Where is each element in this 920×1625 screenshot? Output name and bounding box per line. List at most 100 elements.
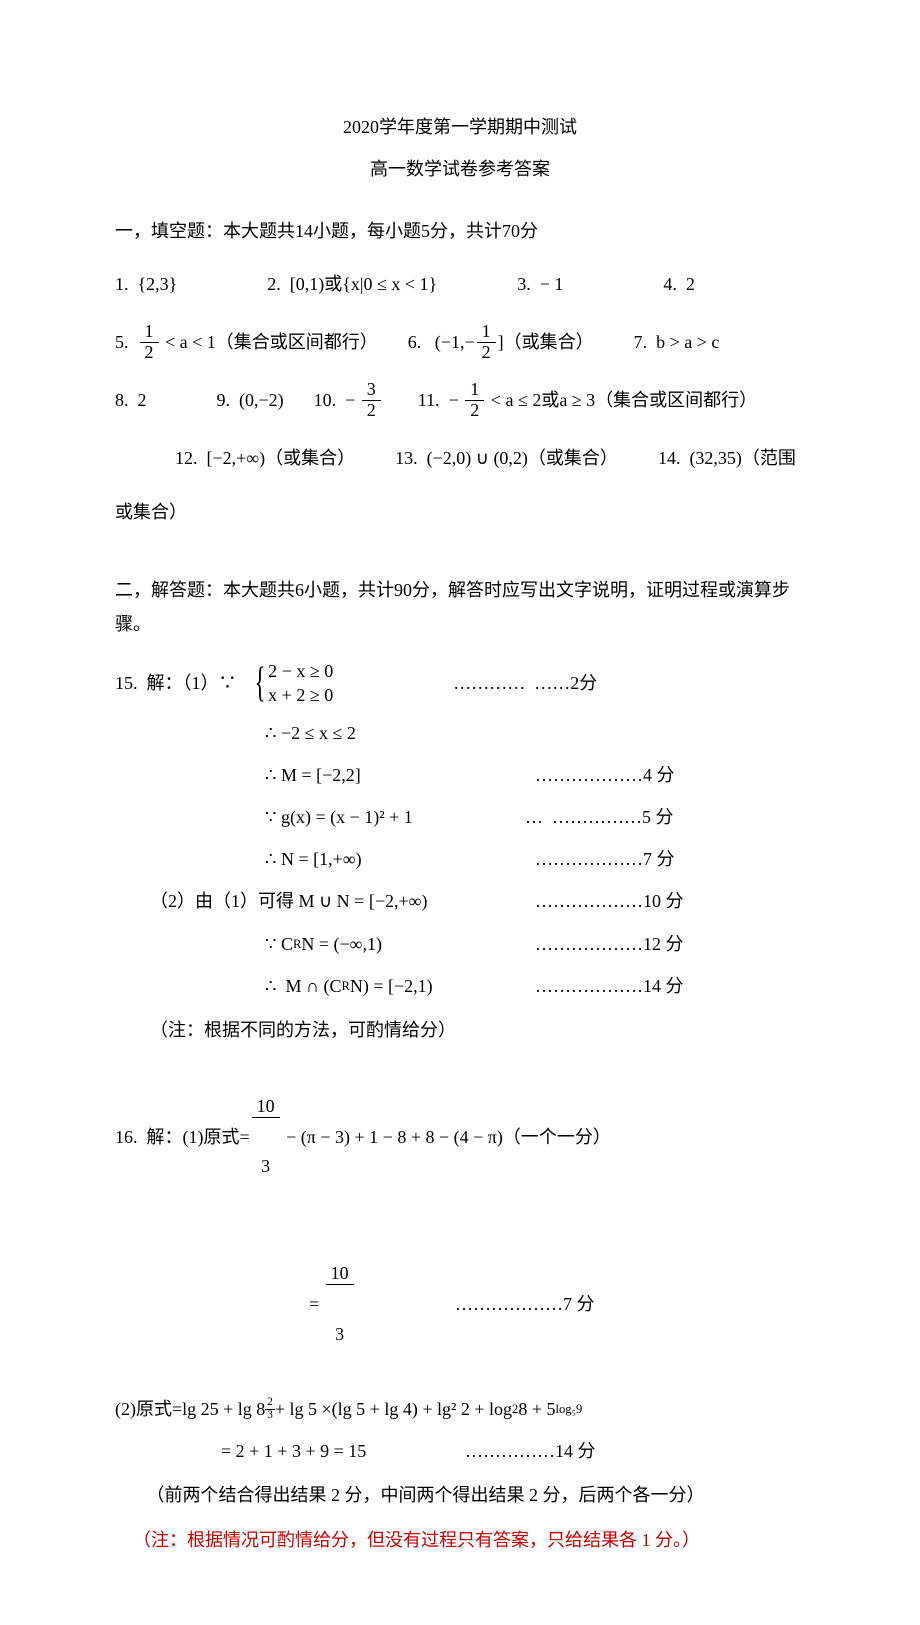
frac-half-icon: 1 2 <box>477 322 496 363</box>
frac-den: 2 <box>362 401 381 421</box>
a10-label: 10. <box>314 383 346 417</box>
a4-label: 4. <box>663 267 686 301</box>
q15-l1-pre: 15. 解：（1）∵ <box>115 666 250 700</box>
spacer <box>284 383 314 417</box>
spacer <box>147 383 217 417</box>
q15-l4-score: … ……………5 分 <box>525 800 674 834</box>
a14-value: (32,35) <box>689 441 742 475</box>
a2-label: 2. <box>267 267 290 301</box>
a11-note: （集合或区间都行） <box>595 383 757 417</box>
frac-num: 1 <box>465 380 484 401</box>
q15-l6-score: ………………10 分 <box>535 884 684 918</box>
q15-l4: ∵ g(x) = (x − 1)² + 1 <box>265 800 525 834</box>
q15-line1: 15. 解：（1）∵ { 2 − x ≥ 0 x + 2 ≥ 0 ………… ……… <box>115 659 805 708</box>
section1-heading: 一，填空题：本大题共14小题，每小题5分，共计70分 <box>115 214 805 248</box>
q15-line3: ∴ M = [−2,2] ………………4 分 <box>115 758 805 792</box>
a12-label: 12. <box>175 441 207 475</box>
answers-row-3: 8. 2 9. (0,−2) 10. − 3 2 11. − 1 2 < a ≤… <box>115 379 805 423</box>
q15-l3: ∴ M = [−2,2] <box>265 758 535 792</box>
frac-den: 3 <box>326 1325 354 1345</box>
frac-three-half-icon: 3 2 <box>362 380 381 421</box>
q15-case2: x + 2 ≥ 0 <box>268 683 333 707</box>
exp-num: 2 <box>265 1397 275 1409</box>
a11-label: 11. <box>418 383 449 417</box>
a14-label: 14. <box>658 441 690 475</box>
a1-label: 1. <box>115 267 138 301</box>
a5-mid: < a < 1 <box>161 325 216 359</box>
spacer <box>378 325 408 359</box>
q15-l5-score: ………………7 分 <box>535 842 675 876</box>
q15-line7: ∵ CRN = (−∞,1) ………………12 分 <box>115 927 805 961</box>
q15-l7-pre: ∵ C <box>265 927 293 961</box>
q16-l1-note: （一个一分） <box>503 1120 611 1154</box>
q15-l2: ∴ −2 ≤ x ≤ 2 <box>265 716 356 750</box>
answers-row-4: 12. [−2,+∞) （或集合） 13. (−2,0) ∪ (0,2) （或集… <box>115 437 805 481</box>
cases-brace-icon: { 2 − x ≥ 0 x + 2 ≥ 0 <box>250 659 333 708</box>
q15-line2: ∴ −2 ≤ x ≤ 2 <box>115 716 805 750</box>
q16-line4: = 2 + 1 + 3 + 9 = 15 ……………14 分 <box>115 1434 805 1468</box>
q15-l8-score: ………………14 分 <box>535 969 684 1003</box>
a8-value: 2 <box>138 383 147 417</box>
frac-den: 2 <box>477 343 496 363</box>
q15-case1: 2 − x ≥ 0 <box>268 659 333 683</box>
q16-line1: 16. 解：(1)原式= 10 3 − (π − 3) + 1 − 8 + 8 … <box>115 1057 805 1216</box>
frac-num: 1 <box>477 322 496 343</box>
frac-num: 10 <box>326 1264 354 1285</box>
frac-num: 3 <box>362 380 381 401</box>
q15-line4: ∵ g(x) = (x − 1)² + 1 … ……………5 分 <box>115 800 805 834</box>
q16-l4-score: ……………14 分 <box>465 1434 596 1468</box>
a13-note: （或集合） <box>528 441 618 475</box>
q15-l8-pre: ∴ M ∩ (C <box>265 969 341 1003</box>
a14-note-cont: 或集合） <box>115 495 805 529</box>
q15-line6: （2）由（1）可得 M ∪ N = [−2,+∞) ………………10 分 <box>115 884 805 918</box>
a7-value: b > a > c <box>656 325 719 359</box>
a5-note: （集合或区间都行） <box>216 325 378 359</box>
a12-note: （或集合） <box>265 441 355 475</box>
spacer <box>594 325 634 359</box>
frac-ten-third-icon: 10 3 <box>252 1057 280 1216</box>
a3-label: 3. <box>517 267 540 301</box>
q16-line3: (2)原式=lg 25 + lg 823 + lg 5 ×(lg 5 + lg … <box>115 1392 805 1426</box>
frac-ten-third-icon: 10 3 <box>326 1225 354 1384</box>
a10-pre: − <box>345 383 360 417</box>
q16-note-red: （注：根据情况可酌情给分，但没有过程只有答案，只给结果各 1 分。） <box>115 1523 805 1557</box>
a6-pre: (−1,− <box>435 325 475 359</box>
a11-mid: < a ≤ 2或a ≥ 3 <box>486 383 595 417</box>
a6-note: （或集合） <box>504 325 594 359</box>
q16-l4: = 2 + 1 + 3 + 9 = 15 <box>185 1434 465 1468</box>
frac-half-icon: 1 2 <box>465 380 484 421</box>
frac-den: 3 <box>252 1157 280 1177</box>
q15-l3-score: ………………4 分 <box>535 758 675 792</box>
frac-num: 10 <box>252 1097 280 1118</box>
q16-l1-mid: − (π − 3) + 1 − 8 + 8 − (4 − π) <box>282 1120 503 1154</box>
frac-num: 1 <box>140 322 159 343</box>
q16-line2: = 10 3 ………………7 分 <box>115 1225 805 1384</box>
a11-pre: − <box>449 383 464 417</box>
spacer <box>177 267 267 301</box>
spacer <box>383 383 418 417</box>
q16-l2-score: ………………7 分 <box>455 1287 595 1321</box>
a7-label: 7. <box>634 325 657 359</box>
a12-value: [−2,+∞) <box>207 441 266 475</box>
q15-l1-score: ………… ……2分 <box>453 666 597 700</box>
q15-l7-score: ………………12 分 <box>535 927 684 961</box>
a14-note: （范围 <box>742 441 796 475</box>
exp-den: 3 <box>265 1410 275 1421</box>
spacer <box>618 441 658 475</box>
answers-row-2: 5. 1 2 < a < 1 （集合或区间都行） 6. (−1,− 1 2 ] … <box>115 321 805 365</box>
q15-l8-post: N) = [−2,1) <box>350 969 433 1003</box>
a5-label: 5. <box>115 325 138 359</box>
frac-half-icon: 1 2 <box>140 322 159 363</box>
a9-value: (0,−2) <box>239 383 284 417</box>
spacer <box>437 267 517 301</box>
spacer <box>355 441 395 475</box>
frac-den: 2 <box>465 401 484 421</box>
q16-l3-mid: + lg 5 ×(lg 5 + lg 4) + lg² 2 + log <box>275 1392 512 1426</box>
q15-l6: （2）由（1）可得 M ∪ N = [−2,+∞) <box>150 884 535 918</box>
q15-l7-post: N = (−∞,1) <box>301 927 382 961</box>
a4-value: 2 <box>686 267 695 301</box>
a2-value-a: [0,1)或 <box>290 267 343 301</box>
q16-l2-pre: = <box>255 1287 324 1321</box>
q16-line5: （前两个结合得出结果 2 分，中间两个得出结果 2 分，后两个各一分） <box>115 1478 805 1512</box>
a9-label: 9. <box>217 383 240 417</box>
